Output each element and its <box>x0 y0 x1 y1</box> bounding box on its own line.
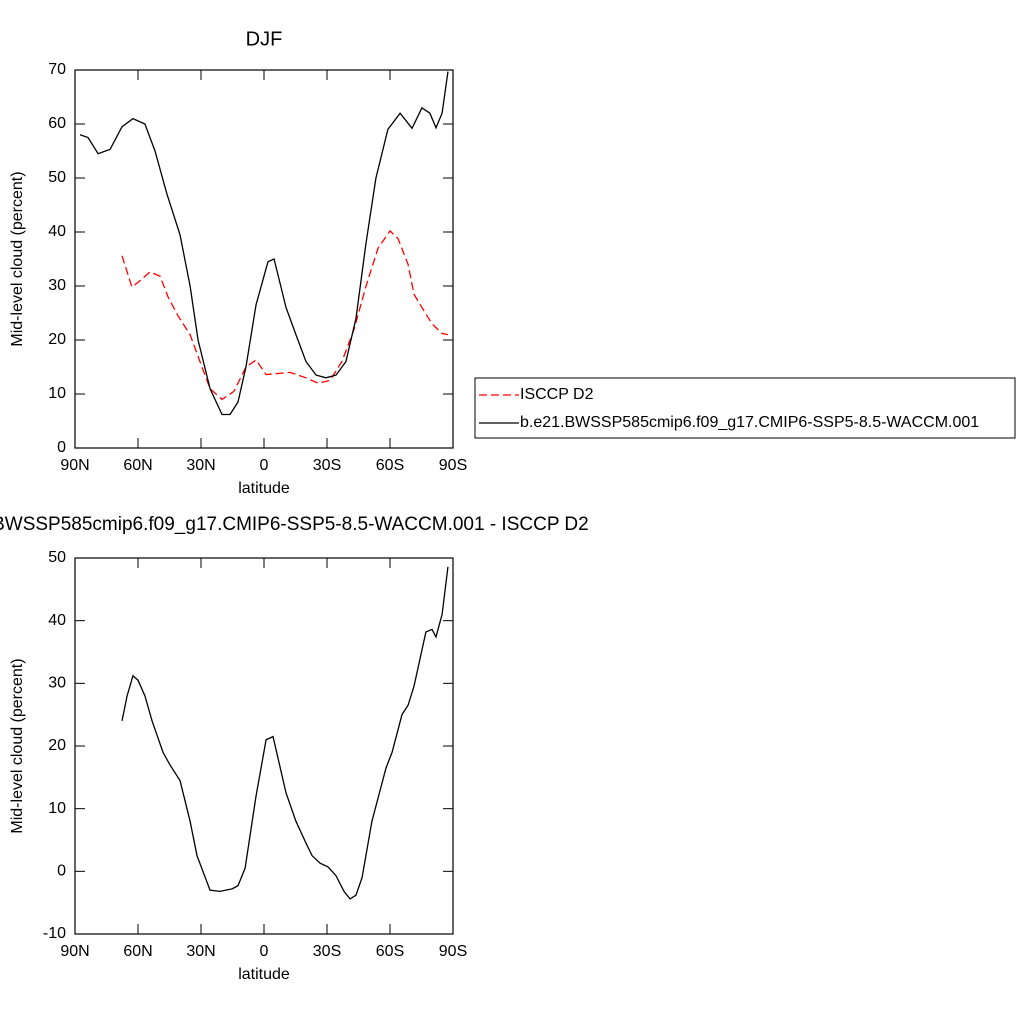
x-tick-label: 0 <box>260 457 269 474</box>
chart-title: DJF <box>246 28 283 50</box>
x-tick-label: 90S <box>439 943 467 960</box>
x-tick-label: 0 <box>260 943 269 960</box>
plot-frame <box>74 69 454 449</box>
y-tick-label: 60 <box>48 115 66 132</box>
x-tick-label: 90S <box>439 457 467 474</box>
y-tick-label: 10 <box>48 800 66 817</box>
x-tick-label: 60S <box>376 457 404 474</box>
data-line <box>121 566 449 900</box>
legend-box <box>474 377 1016 439</box>
y-tick-label: 0 <box>57 863 66 880</box>
y-tick-label: 30 <box>48 277 66 294</box>
x-tick-label: 30N <box>186 457 215 474</box>
plot-frame <box>74 557 454 935</box>
y-tick-label: 20 <box>48 331 66 348</box>
y-tick-label: 10 <box>48 385 66 402</box>
x-axis-label: latitude <box>238 966 290 983</box>
y-tick-label: 50 <box>48 169 66 186</box>
x-tick-label: 60S <box>376 943 404 960</box>
x-tick-label: 90N <box>60 457 89 474</box>
y-tick-label: 40 <box>48 612 66 629</box>
legend-label: b.e21.BWSSP585cmip6.f09_g17.CMIP6-SSP5-8… <box>520 414 979 431</box>
y-tick-label: 20 <box>48 737 66 754</box>
x-axis-label: latitude <box>238 480 290 497</box>
y-tick-label: 40 <box>48 223 66 240</box>
x-tick-label: 30S <box>313 943 341 960</box>
y-axis-label: Mid-level cloud (percent) <box>9 171 26 346</box>
chart-title: b.e21.BWSSP585cmip6.f09_g17.CMIP6-SSP5-8… <box>0 514 589 535</box>
data-line <box>121 229 449 401</box>
y-tick-label: -10 <box>43 925 66 942</box>
x-tick-label: 30S <box>313 457 341 474</box>
x-tick-label: 90N <box>60 943 89 960</box>
y-axis-label: Mid-level cloud (percent) <box>9 658 26 833</box>
y-tick-label: 30 <box>48 675 66 692</box>
x-tick-label: 30N <box>186 943 215 960</box>
y-tick-label: 70 <box>48 61 66 78</box>
x-tick-label: 60N <box>123 457 152 474</box>
legend-label: ISCCP D2 <box>520 386 594 403</box>
y-tick-label: 50 <box>48 549 66 566</box>
data-line <box>79 71 449 416</box>
x-tick-label: 60N <box>123 943 152 960</box>
y-tick-label: 0 <box>57 439 66 456</box>
